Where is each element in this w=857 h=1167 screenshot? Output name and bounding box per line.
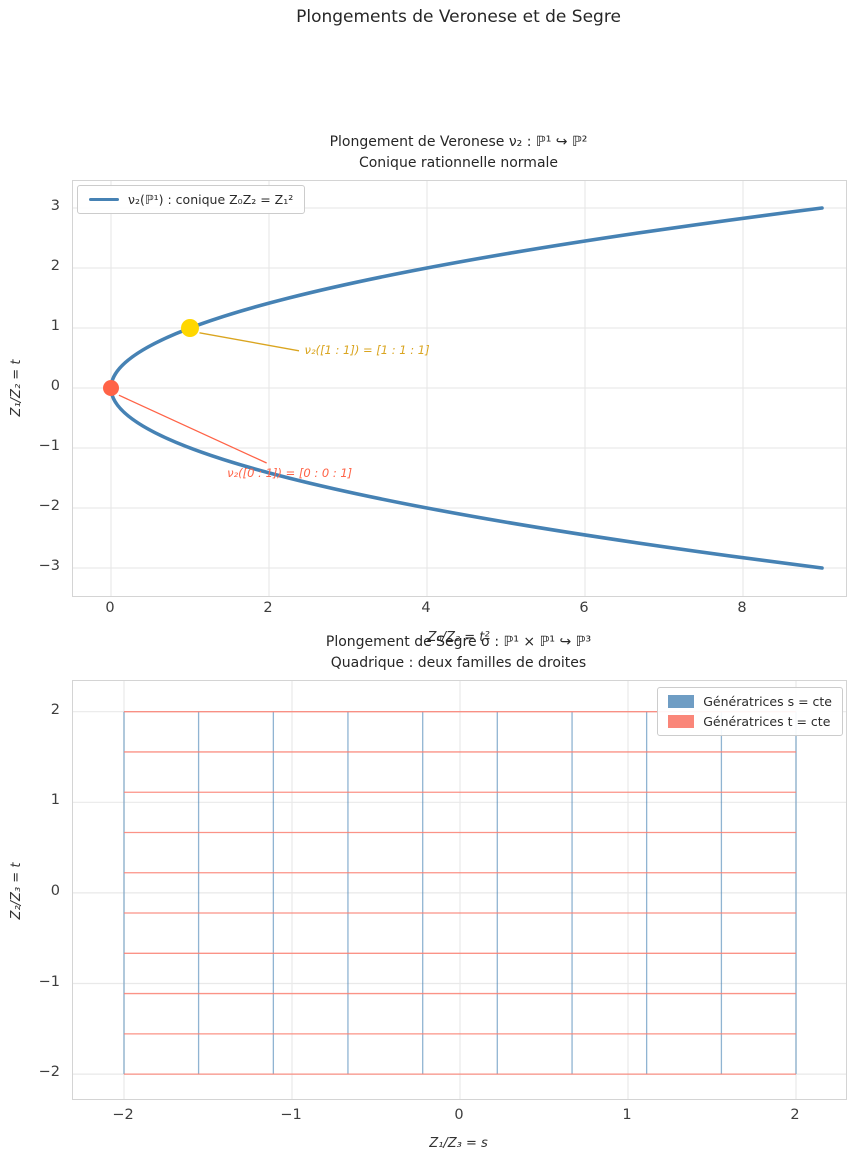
annotation-v2-1-1: ν₂([1 : 1]) = [1 : 1 : 1] bbox=[304, 342, 430, 357]
segre-title: Plongement de Segre σ : ℙ¹ × ℙ¹ ↪ ℙ³ Qua… bbox=[72, 632, 845, 674]
veronese-plot-canvas bbox=[73, 181, 846, 596]
segre-x-axis-label: Z₁/Z₃ = s bbox=[429, 1136, 488, 1151]
y-tick-label: −2 bbox=[38, 498, 60, 514]
veronese-title-line1: Plongement de Veronese ν₂ : ℙ¹ ↪ ℙ² bbox=[329, 134, 588, 150]
x-tick-label: 8 bbox=[737, 600, 747, 616]
veronese-axes: ν₂(ℙ¹) : conique Z₀Z₂ = Z₁² ν₂([1 : 1]) … bbox=[72, 180, 847, 597]
y-tick-label: −1 bbox=[38, 438, 60, 454]
x-tick-label: 2 bbox=[263, 600, 273, 616]
legend-line-sample bbox=[89, 197, 119, 202]
x-tick-label: 6 bbox=[579, 600, 589, 616]
y-tick-label: 0 bbox=[50, 882, 60, 899]
x-tick-label: −2 bbox=[112, 1107, 134, 1123]
figure-title: Plongements de Veronese et de Segre bbox=[296, 7, 621, 27]
veronese-legend-label: ν₂(ℙ¹) : conique Z₀Z₂ = Z₁² bbox=[128, 192, 294, 207]
legend-swatch-t bbox=[668, 715, 695, 728]
legend-swatch-s bbox=[668, 695, 695, 708]
y-tick-label: 1 bbox=[50, 318, 60, 334]
y-tick-label: 3 bbox=[50, 198, 60, 214]
x-tick-label: 4 bbox=[421, 600, 431, 616]
segre-title-line1: Plongement de Segre σ : ℙ¹ × ℙ¹ ↪ ℙ³ bbox=[325, 634, 592, 650]
y-tick-label: 2 bbox=[50, 701, 60, 718]
veronese-title-line2: Conique rationnelle normale bbox=[358, 155, 559, 171]
y-tick-label: 1 bbox=[50, 792, 60, 809]
annotation-v2-0-1: ν₂([0 : 1]) = [0 : 0 : 1] bbox=[227, 465, 353, 480]
segre-plot-canvas bbox=[73, 681, 846, 1099]
y-tick-label: 2 bbox=[50, 258, 60, 274]
segre-axes: Génératrices s = cte Génératrices t = ct… bbox=[72, 680, 847, 1100]
veronese-legend: ν₂(ℙ¹) : conique Z₀Z₂ = Z₁² bbox=[77, 185, 306, 214]
veronese-title: Plongement de Veronese ν₂ : ℙ¹ ↪ ℙ² Coni… bbox=[72, 132, 845, 174]
x-tick-label: 0 bbox=[454, 1107, 464, 1123]
x-tick-label: −1 bbox=[280, 1107, 302, 1123]
legend-item-s: Génératrices s = cte bbox=[668, 694, 832, 709]
y-tick-label: −2 bbox=[38, 1064, 60, 1081]
legend-item-t: Génératrices t = cte bbox=[668, 714, 832, 729]
segre-title-line2: Quadrique : deux familles de droites bbox=[330, 655, 587, 671]
x-tick-label: 0 bbox=[105, 600, 115, 616]
y-tick-label: 0 bbox=[50, 378, 60, 394]
y-tick-label: −1 bbox=[38, 973, 60, 990]
veronese-x-axis-label: Z₀/Z₂ = t² bbox=[427, 630, 490, 645]
y-tick-label: −3 bbox=[38, 558, 60, 574]
x-tick-label: 1 bbox=[622, 1107, 632, 1123]
segre-legend: Génératrices s = cte Génératrices t = ct… bbox=[657, 687, 843, 736]
segre-legend-label-s: Génératrices s = cte bbox=[703, 694, 832, 709]
segre-legend-label-t: Génératrices t = cte bbox=[703, 714, 831, 729]
x-tick-label: 2 bbox=[790, 1107, 800, 1123]
